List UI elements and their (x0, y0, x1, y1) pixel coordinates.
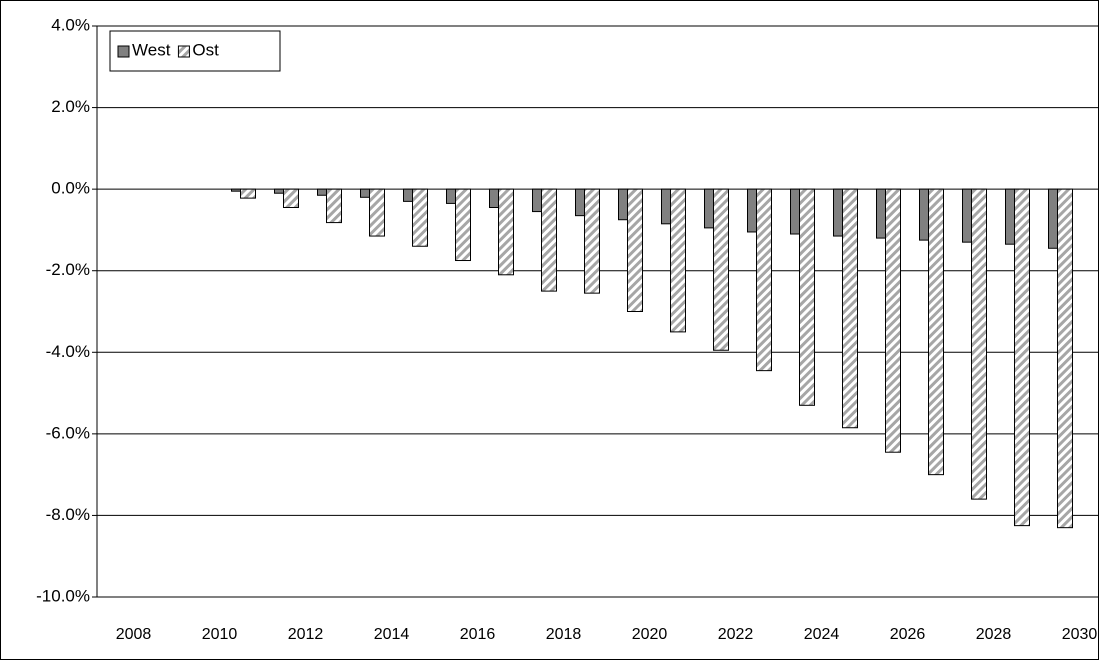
x-tick-label: 2012 (288, 626, 324, 643)
y-tick-label: -8.0% (46, 505, 90, 524)
bar (317, 188, 327, 196)
bar (584, 188, 600, 294)
bar (962, 188, 972, 243)
x-tick-label: 2016 (460, 626, 496, 643)
legend-swatch (177, 45, 190, 58)
bar (876, 188, 886, 239)
y-tick-label: 4.0% (51, 15, 90, 34)
grid (97, 25, 1099, 598)
bar (713, 188, 729, 351)
legend-label: Ost (192, 40, 219, 59)
bar (446, 188, 456, 204)
y-tick-label: -6.0% (46, 423, 90, 442)
bar (489, 188, 499, 208)
bar (885, 188, 901, 453)
bar (842, 188, 858, 429)
x-tick-label: 2014 (374, 626, 410, 643)
bar (274, 188, 284, 194)
y-tick-label: 2.0% (51, 97, 90, 116)
bar (369, 188, 385, 237)
bar (747, 188, 757, 233)
legend-label: West (132, 40, 171, 59)
x-tick-label: 2022 (718, 626, 754, 643)
bar (618, 188, 628, 221)
x-tick-label: 2010 (202, 626, 238, 643)
bar (627, 188, 643, 312)
bar (1005, 188, 1015, 245)
bar (971, 188, 987, 500)
bar (704, 188, 714, 229)
legend: West Ost (109, 30, 281, 72)
x-tick-label: 2028 (976, 626, 1012, 643)
bar (326, 188, 342, 224)
x-tick-label: 2008 (116, 626, 152, 643)
bar (790, 188, 800, 235)
bar (1014, 188, 1030, 527)
y-tick-label: -2.0% (46, 260, 90, 279)
legend-swatch (117, 45, 130, 58)
legend-box (109, 30, 281, 72)
bar (919, 188, 929, 241)
bar (799, 188, 815, 406)
bar (833, 188, 843, 237)
bar (283, 188, 299, 208)
bar (498, 188, 514, 276)
bar (541, 188, 557, 292)
bar (1048, 188, 1058, 249)
y-tick-label: -4.0% (46, 342, 90, 361)
bar (1057, 188, 1073, 529)
bar (532, 188, 542, 213)
x-tick-label: 2020 (632, 626, 668, 643)
bar (575, 188, 585, 217)
bar (455, 188, 471, 262)
bar (670, 188, 686, 333)
bar (240, 188, 256, 199)
x-tick-label: 2018 (546, 626, 582, 643)
bar (412, 188, 428, 247)
bar (928, 188, 944, 476)
x-tick-label: 2024 (804, 626, 840, 643)
bar (756, 188, 772, 372)
y-tick-label: -10.0% (36, 586, 90, 605)
bar (403, 188, 413, 202)
x-tick-label: 2026 (890, 626, 926, 643)
bar (360, 188, 370, 198)
y-tick-label: 0.0% (51, 179, 90, 198)
bar (661, 188, 671, 225)
x-tick-label: 2030 (1062, 626, 1098, 643)
bars (231, 188, 1073, 529)
bar (231, 188, 241, 192)
axes: -10.0% -8.0% -6.0% -4.0% -2.0% 0.0% 2.0% 4.0% 20… (36, 15, 1097, 643)
